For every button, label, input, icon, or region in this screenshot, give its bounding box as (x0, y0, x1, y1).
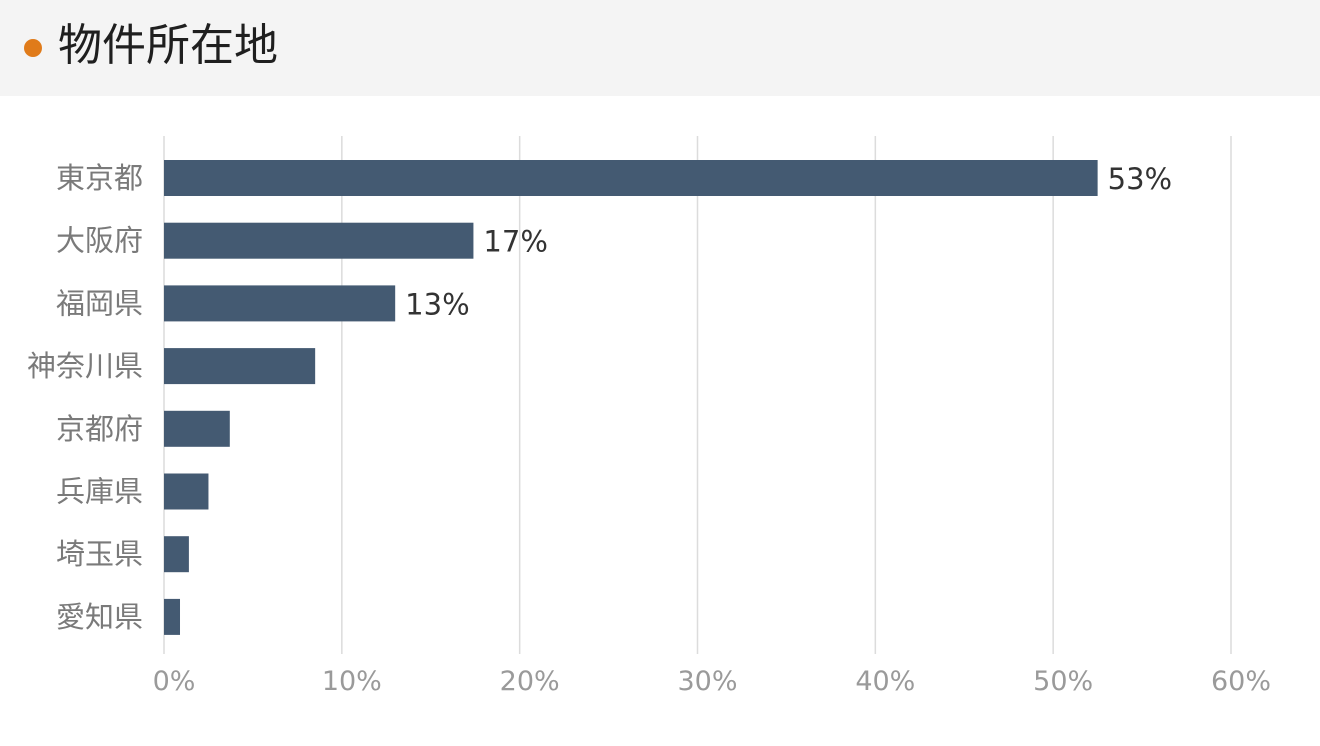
value-label: 13% (405, 287, 469, 321)
value-label: 17% (483, 225, 547, 259)
category-label: 愛知県 (56, 600, 143, 634)
x-tick-label: 20% (500, 666, 560, 697)
x-tick-label: 40% (855, 666, 915, 697)
bar (164, 160, 1098, 196)
bar (164, 348, 316, 385)
category-label: 京都府 (56, 412, 143, 446)
category-label: 埼玉県 (56, 537, 143, 571)
x-tick-label: 0% (153, 666, 196, 697)
header-dot-icon (24, 39, 42, 57)
chart-header: 物件所在地 (0, 0, 1320, 96)
bar (164, 598, 181, 635)
bar (164, 536, 189, 573)
value-label: 53% (1108, 162, 1172, 196)
category-label: 兵庫県 (56, 475, 143, 509)
x-tick-label: 30% (677, 666, 737, 697)
bar (164, 222, 474, 259)
x-tick-label: 50% (1033, 666, 1093, 697)
page-title: 物件所在地 (58, 20, 278, 71)
bar (164, 473, 209, 510)
category-label: 福岡県 (56, 286, 143, 320)
x-tick-label: 60% (1211, 666, 1271, 697)
grid-lines (163, 136, 1232, 654)
category-label: 大阪府 (56, 224, 143, 258)
category-label: 東京都 (56, 161, 143, 195)
category-label: 神奈川県 (27, 349, 143, 383)
x-tick-label: 10% (322, 666, 382, 697)
bars (164, 160, 1098, 635)
bar (164, 410, 230, 447)
bar (164, 285, 396, 322)
value-labels: 53% 17% 13% (405, 162, 1172, 321)
x-axis-tick-labels: 0% 10% 20% 30% 40% 50% 60% (153, 666, 1271, 697)
